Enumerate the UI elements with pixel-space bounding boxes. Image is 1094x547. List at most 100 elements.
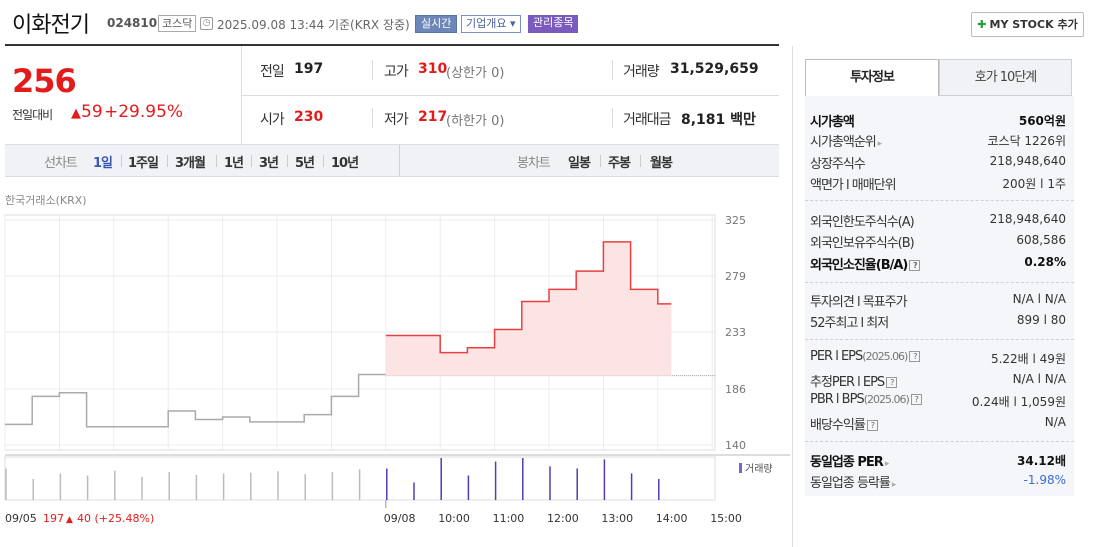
x-tick-label: 11:00	[493, 512, 525, 525]
help-icon[interactable]: ?	[910, 394, 922, 405]
info-value: 34.12배	[1017, 454, 1066, 468]
panel-row-separator	[805, 282, 1074, 283]
up-arrow-icon: ▲	[71, 106, 81, 121]
info-label: 시가총액	[810, 115, 855, 130]
panel-row-separator	[805, 200, 1074, 201]
period-1w[interactable]: 1주일	[128, 156, 159, 171]
info-label: 외국인한도주식수(A)	[810, 215, 915, 230]
x-tick-label: 09/08	[384, 512, 416, 525]
info-value: 0.24배 l 1,059원	[971, 395, 1066, 409]
stock-name: 이화전기	[12, 13, 90, 38]
y-tick-label: 233	[725, 326, 746, 339]
realtime-button[interactable]: 실시간	[415, 15, 458, 33]
separator	[251, 155, 252, 167]
x-tick-label: 10:00	[438, 512, 470, 525]
clock-icon: ◷	[200, 17, 213, 30]
period-3m[interactable]: 3개월	[175, 156, 206, 171]
high-label: 고가	[384, 64, 409, 80]
candle-monthly[interactable]: 월봉	[650, 156, 673, 171]
info-note: (2025.06)	[862, 350, 908, 363]
prev-close-label: 전일	[260, 64, 285, 80]
y-tick-label: 279	[725, 270, 746, 283]
info-label: 상장주식수	[810, 157, 866, 172]
low-value: 217	[418, 109, 448, 125]
high-value: 310	[418, 61, 448, 77]
separator	[121, 155, 122, 167]
info-label: PBR l BPS(2025.06)?	[810, 392, 922, 407]
y-tick-label: 186	[725, 383, 746, 396]
help-icon[interactable]: ?	[886, 377, 898, 388]
volume-legend-swatch	[739, 463, 742, 473]
candle-chart-label: 봉차트	[517, 156, 551, 171]
managed-stock-badge[interactable]: 관리종목	[528, 15, 579, 33]
info-value: -1.98%	[1023, 473, 1066, 487]
plus-icon: ✚	[977, 18, 987, 31]
info-value: 899 l 80	[1016, 313, 1066, 327]
info-value: 608,586	[1016, 233, 1066, 247]
info-value: 200원 l 1주	[1002, 177, 1066, 191]
lower-limit-note: (하한가 0)	[446, 114, 505, 129]
info-value: 218,948,640	[989, 212, 1066, 226]
amount-label: 거래대금	[623, 112, 672, 128]
panel-row-separator	[805, 339, 1074, 340]
info-label: 추정PER l EPS?	[810, 371, 898, 390]
caret-right-icon: ▸	[882, 459, 889, 469]
series-line-today	[385, 241, 672, 354]
exchange-label: 한국거래소(KRX)	[5, 194, 87, 207]
intraday-price-chart[interactable]: 325 279 233 186 140 거래량 09/08 10:00 11:00 12:00 13…	[0, 205, 790, 547]
series-area-today	[385, 241, 672, 376]
header-divider	[5, 44, 779, 46]
info-label: 동일업종 등락률 ▸	[810, 476, 897, 491]
x-tick-label: 12:00	[547, 512, 579, 525]
info-label: 액면가 l 매매단위	[810, 178, 897, 193]
low-label: 저가	[384, 112, 409, 128]
period-1y[interactable]: 1년	[224, 156, 244, 171]
separator	[287, 155, 288, 167]
tab-order-book[interactable]: 호가 10단계	[939, 59, 1072, 96]
candle-weekly[interactable]: 주봉	[608, 156, 631, 171]
divider	[241, 95, 779, 96]
period-1d[interactable]: 1일	[93, 156, 113, 171]
panel-divider	[792, 46, 793, 547]
period-5y[interactable]: 5년	[295, 156, 315, 171]
market-tag: 코스닥	[158, 15, 197, 32]
mystock-add-button[interactable]: ✚ MY STOCK 추가	[971, 12, 1084, 37]
info-label: PER l EPS(2025.06)?	[810, 349, 921, 364]
series-line-prev-day	[5, 373, 386, 428]
info-value: N/A l N/A	[1012, 292, 1066, 306]
caret-right-icon: ▸	[875, 139, 883, 149]
help-icon[interactable]: ?	[866, 420, 878, 431]
stock-code: 024810	[107, 16, 158, 30]
info-label: 52주최고 l 최저	[810, 316, 889, 331]
separator	[323, 155, 324, 167]
change-value: ▲59	[71, 102, 103, 122]
x-tick-label: 14:00	[656, 512, 688, 525]
divider	[372, 60, 373, 80]
quote-datetime: 2025.09.08 13:44 기준(KRX 장중)	[217, 18, 410, 32]
y-tick-label: 325	[725, 214, 746, 227]
caret-right-icon: ▸	[889, 480, 897, 490]
info-value: 560억원	[1018, 114, 1066, 128]
info-label: 투자의견 l 목표주가	[810, 295, 908, 310]
change-label: 전일대비	[12, 108, 53, 122]
separator	[167, 155, 168, 167]
separator	[216, 155, 217, 167]
separator	[640, 155, 641, 167]
info-label: 동일업종 PER ▸	[810, 455, 889, 470]
company-overview-dropdown[interactable]: 기업개요 ▾	[461, 15, 521, 33]
info-value: N/A	[1044, 415, 1066, 429]
info-label: 외국인보유주식수(B)	[810, 236, 915, 251]
help-icon[interactable]: ?	[909, 351, 921, 362]
candle-daily[interactable]: 일봉	[568, 156, 591, 171]
y-tick-label: 140	[725, 439, 746, 452]
period-10y[interactable]: 10년	[331, 156, 359, 171]
divider	[372, 108, 373, 128]
info-note: (2025.06)	[863, 393, 910, 406]
up-arrow-icon: ▲	[66, 515, 73, 525]
tab-investment-info[interactable]: 투자정보	[805, 59, 939, 96]
period-3y[interactable]: 3년	[259, 156, 279, 171]
help-icon[interactable]: ?	[909, 260, 921, 271]
info-value: 218,948,640	[989, 154, 1066, 168]
info-value: N/A l N/A	[1012, 372, 1066, 386]
current-price: 256	[12, 62, 77, 100]
